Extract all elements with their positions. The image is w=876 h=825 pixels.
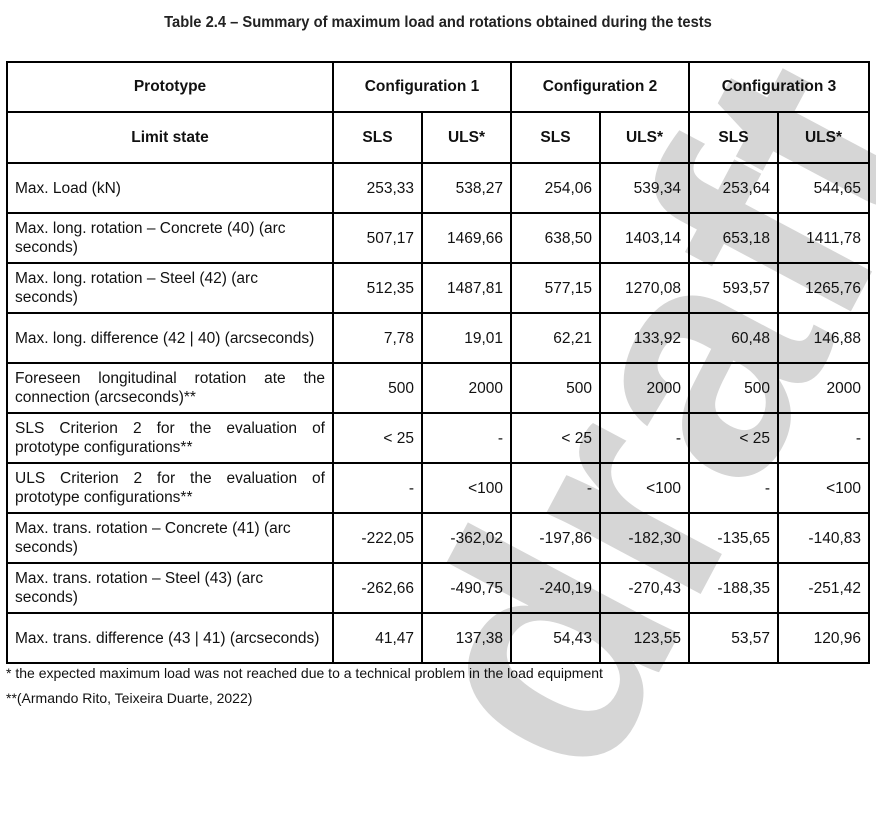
value-cell: 653,18 <box>688 212 779 264</box>
value-cell: 539,34 <box>599 162 690 214</box>
row-label: Max. trans. rotation – Concrete (41) (ar… <box>6 512 334 564</box>
uls-header-c2: ULS* <box>599 111 690 164</box>
value-cell: 62,21 <box>510 312 601 364</box>
configuration-1-header: Configuration 1 <box>332 61 512 113</box>
table-row: ULS Criterion 2 for the evaluation of pr… <box>6 462 870 514</box>
value-cell: 253,64 <box>688 162 779 214</box>
value-cell: 137,38 <box>421 612 512 664</box>
value-cell: <100 <box>599 462 690 514</box>
value-cell: < 25 <box>332 412 423 464</box>
value-cell: 507,17 <box>332 212 423 264</box>
value-cell: 7,78 <box>332 312 423 364</box>
value-cell: -270,43 <box>599 562 690 614</box>
row-label: Max. long. rotation – Steel (42) (arc se… <box>6 262 334 314</box>
row-label: Max. long. difference (42 | 40) (arcseco… <box>6 312 334 364</box>
value-cell: 544,65 <box>777 162 870 214</box>
value-cell: -197,86 <box>510 512 601 564</box>
configuration-2-header: Configuration 2 <box>510 61 690 113</box>
row-label: Max. trans. difference (43 | 41) (arcsec… <box>6 612 334 664</box>
value-cell: 19,01 <box>421 312 512 364</box>
table-row: Max. long. rotation – Concrete (40) (arc… <box>6 212 870 264</box>
row-label: Max. trans. rotation – Steel (43) (arc s… <box>6 562 334 614</box>
value-cell: 593,57 <box>688 262 779 314</box>
value-cell: 538,27 <box>421 162 512 214</box>
table-row: SLS Criterion 2 for the evaluation of pr… <box>6 412 870 464</box>
value-cell: 500 <box>332 362 423 414</box>
value-cell: 512,35 <box>332 262 423 314</box>
header-row-limit-state: Limit state SLS ULS* SLS ULS* SLS ULS* <box>6 111 870 164</box>
uls-header-c3: ULS* <box>777 111 870 164</box>
value-cell: 54,43 <box>510 612 601 664</box>
table-row: Foreseen longitudinal rotation ate the c… <box>6 362 870 414</box>
value-cell: 1265,76 <box>777 262 870 314</box>
value-cell: - <box>510 462 601 514</box>
table-row: Max. Load (kN) 253,33 538,27 254,06 539,34 25… <box>6 162 870 214</box>
table-row: Max. trans. rotation – Steel (43) (arc s… <box>6 562 870 614</box>
summary-table: Prototype Configuration 1 Configuration … <box>6 61 870 664</box>
value-cell: 638,50 <box>510 212 601 264</box>
value-cell: 2000 <box>599 362 690 414</box>
value-cell: 500 <box>688 362 779 414</box>
value-cell: 41,47 <box>332 612 423 664</box>
value-cell: 60,48 <box>688 312 779 364</box>
value-cell: 1487,81 <box>421 262 512 314</box>
value-cell: 1270,08 <box>599 262 690 314</box>
prototype-header: Prototype <box>6 61 334 113</box>
row-label: ULS Criterion 2 for the evaluation of pr… <box>6 462 334 514</box>
value-cell: -140,83 <box>777 512 870 564</box>
value-cell: < 25 <box>688 412 779 464</box>
value-cell: 146,88 <box>777 312 870 364</box>
sls-header-c3: SLS <box>688 111 779 164</box>
value-cell: -362,02 <box>421 512 512 564</box>
value-cell: 2000 <box>421 362 512 414</box>
value-cell: 254,06 <box>510 162 601 214</box>
value-cell: - <box>777 412 870 464</box>
value-cell: 1469,66 <box>421 212 512 264</box>
value-cell: - <box>421 412 512 464</box>
sls-header-c2: SLS <box>510 111 601 164</box>
value-cell: 2000 <box>777 362 870 414</box>
value-cell: 53,57 <box>688 612 779 664</box>
table-row: Max. long. rotation – Steel (42) (arc se… <box>6 262 870 314</box>
row-label: SLS Criterion 2 for the evaluation of pr… <box>6 412 334 464</box>
footnote-source: **(Armando Rito, Teixeira Duarte, 2022) <box>6 690 253 706</box>
table-title: Table 2.4 – Summary of maximum load and … <box>164 14 712 31</box>
value-cell: 577,15 <box>510 262 601 314</box>
configuration-3-header: Configuration 3 <box>688 61 870 113</box>
value-cell: 123,55 <box>599 612 690 664</box>
uls-header-c1: ULS* <box>421 111 512 164</box>
value-cell: < 25 <box>510 412 601 464</box>
value-cell: -222,05 <box>332 512 423 564</box>
row-label: Max. long. rotation – Concrete (40) (arc… <box>6 212 334 264</box>
value-cell: - <box>688 462 779 514</box>
value-cell: - <box>332 462 423 514</box>
value-cell: 500 <box>510 362 601 414</box>
value-cell: 1403,14 <box>599 212 690 264</box>
value-cell: -182,30 <box>599 512 690 564</box>
table-row: Max. trans. rotation – Concrete (41) (ar… <box>6 512 870 564</box>
value-cell: -135,65 <box>688 512 779 564</box>
value-cell: <100 <box>421 462 512 514</box>
table-row: Max. long. difference (42 | 40) (arcseco… <box>6 312 870 364</box>
table-row: Max. trans. difference (43 | 41) (arcsec… <box>6 612 870 664</box>
row-label: Foreseen longitudinal rotation ate the c… <box>6 362 334 414</box>
header-row-prototype: Prototype Configuration 1 Configuration … <box>6 61 870 113</box>
value-cell: 1411,78 <box>777 212 870 264</box>
value-cell: - <box>599 412 690 464</box>
value-cell: <100 <box>777 462 870 514</box>
value-cell: 253,33 <box>332 162 423 214</box>
sls-header-c1: SLS <box>332 111 423 164</box>
row-label: Max. Load (kN) <box>6 162 334 214</box>
value-cell: -240,19 <box>510 562 601 614</box>
value-cell: -490,75 <box>421 562 512 614</box>
value-cell: -188,35 <box>688 562 779 614</box>
value-cell: -262,66 <box>332 562 423 614</box>
limit-state-header: Limit state <box>6 111 334 164</box>
footnote-uls: * the expected maximum load was not reac… <box>6 665 603 681</box>
value-cell: -251,42 <box>777 562 870 614</box>
value-cell: 133,92 <box>599 312 690 364</box>
value-cell: 120,96 <box>777 612 870 664</box>
